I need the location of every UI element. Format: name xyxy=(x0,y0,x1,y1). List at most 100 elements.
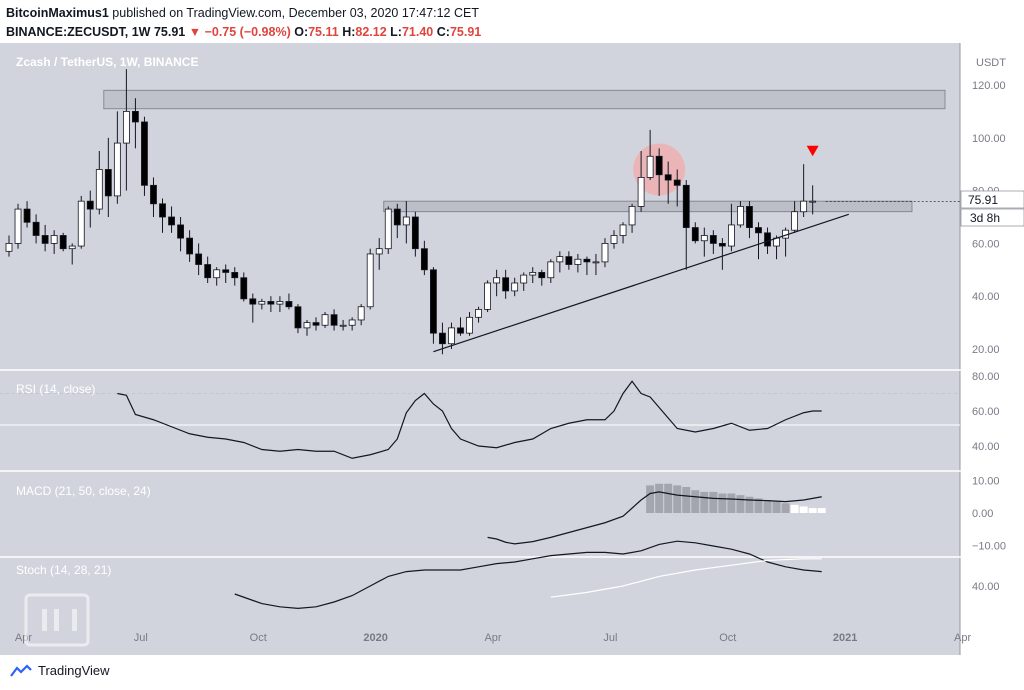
macd-histogram-bar xyxy=(673,485,682,513)
candle-body xyxy=(5,242,13,252)
stoch-k-line xyxy=(234,540,822,610)
macd-histogram-bar xyxy=(808,508,817,513)
candle-body xyxy=(592,261,600,264)
price-axis[interactable] xyxy=(960,43,1024,655)
beincrypto-watermark-logo xyxy=(24,593,90,647)
candle-body xyxy=(186,237,194,255)
macd-panel-title: MACD (21, 50, close, 24) xyxy=(16,484,151,498)
candle-body xyxy=(709,235,717,244)
macd-layer xyxy=(487,483,826,545)
candle-body xyxy=(800,200,808,213)
last-price-tag xyxy=(960,190,1024,209)
candle-body xyxy=(511,282,519,292)
price-tick-label: 20.00 xyxy=(972,344,1000,356)
currency-label: USDT xyxy=(976,57,1006,69)
tradingview-footer[interactable]: TradingView xyxy=(10,663,110,678)
candle-body xyxy=(673,179,681,186)
symbol-label: BINANCE:ZECUSDT, 1W xyxy=(6,25,151,39)
high-value: 82.12 xyxy=(355,25,387,39)
support-zone xyxy=(383,200,913,213)
rsi-tick-label: 60.00 xyxy=(972,406,1000,418)
candle-body xyxy=(50,235,58,244)
candle-body xyxy=(285,301,293,308)
candle-body xyxy=(104,169,112,197)
ohlc-line: BINANCE:ZECUSDT, 1W 75.91 ▼ −0.75 (−0.98… xyxy=(6,25,481,39)
stoch-layer xyxy=(234,540,822,610)
candle-body xyxy=(791,211,799,231)
candle-body xyxy=(384,208,392,250)
macd-tick-label: 10.00 xyxy=(972,476,1000,488)
candle-body xyxy=(411,216,419,250)
close-value: 75.91 xyxy=(449,25,482,39)
candle-body xyxy=(321,314,329,326)
macd-histogram-bar xyxy=(790,504,799,513)
chart-area[interactable]: Zcash / TetherUS, 1W, BINANCE RSI (14, c… xyxy=(0,43,1024,655)
countdown-tag xyxy=(960,208,1024,227)
time-tick-label: Apr xyxy=(15,632,32,644)
candle-body xyxy=(728,224,735,247)
stoch-tick-label: 40.00 xyxy=(972,581,1000,593)
candle-body xyxy=(457,327,464,334)
change-down-icon: ▼ xyxy=(188,25,202,39)
candle-body xyxy=(547,261,555,279)
candle-body xyxy=(213,269,221,279)
macd-histogram-bar xyxy=(718,493,727,513)
candle-body xyxy=(619,224,627,236)
candle-body xyxy=(23,208,31,223)
candle-body xyxy=(86,200,94,210)
macd-histogram-bar xyxy=(691,490,700,513)
candle-body xyxy=(520,274,528,284)
candle-body xyxy=(339,324,347,327)
candle-body xyxy=(448,327,455,345)
candle-body xyxy=(746,206,753,228)
candle-body xyxy=(32,221,40,236)
macd-histogram-bar xyxy=(727,493,736,513)
candle-body xyxy=(95,169,103,210)
author-name[interactable]: BitcoinMaximus1 xyxy=(6,6,109,20)
candle-body xyxy=(430,269,437,334)
macd-histogram-bar xyxy=(664,483,673,513)
tradingview-logo-icon xyxy=(10,663,32,677)
rsi-tick-label: 40.00 xyxy=(972,441,1000,453)
candle-body xyxy=(249,298,257,305)
candle-body xyxy=(276,301,284,305)
candle-body xyxy=(737,206,744,226)
candle-body xyxy=(601,242,609,263)
candle-body xyxy=(204,264,212,279)
rsi-panel-title: RSI (14, close) xyxy=(16,382,95,396)
time-tick-label: 2020 xyxy=(363,632,387,644)
candle-body xyxy=(655,155,663,176)
macd-histogram-bar xyxy=(817,508,826,513)
candle-body xyxy=(177,224,184,239)
price-tick-label: 40.00 xyxy=(972,291,1000,303)
rsi-layer xyxy=(0,380,960,459)
candle-body xyxy=(574,258,582,265)
candle-body xyxy=(664,174,672,181)
close-label: C: xyxy=(436,25,450,39)
macd-histogram-bar xyxy=(745,496,754,513)
macd-tick-label: −10.00 xyxy=(972,541,1006,553)
candle-body xyxy=(240,277,248,300)
macd-histogram-bar xyxy=(736,495,745,513)
candle-body xyxy=(159,203,166,218)
candle-body xyxy=(393,208,401,226)
macd-histogram-bar xyxy=(763,500,772,513)
macd-histogram-bar xyxy=(781,503,790,513)
candle-body xyxy=(718,242,726,247)
macd-tick-label: 0.00 xyxy=(972,508,993,520)
rsi-line xyxy=(117,380,822,459)
candle-body xyxy=(646,155,654,178)
rsi-tick-label: 80.00 xyxy=(972,371,1000,383)
macd-histogram-bar xyxy=(709,491,718,513)
axis-layer: 20.00 40.00 60.00 80.00 100.00 120.00 40.00 60.… xyxy=(15,80,1006,644)
time-tick-label: Apr xyxy=(954,632,971,644)
time-tick-label: Oct xyxy=(719,632,736,644)
low-label: L: xyxy=(390,25,402,39)
candles-layer xyxy=(5,69,960,355)
candle-body xyxy=(439,332,446,345)
macd-histogram-bar xyxy=(772,501,781,513)
time-tick-label: Jul xyxy=(603,632,617,644)
candle-body xyxy=(312,322,320,326)
candle-body xyxy=(132,111,139,123)
time-tick-label: Jul xyxy=(134,632,148,644)
